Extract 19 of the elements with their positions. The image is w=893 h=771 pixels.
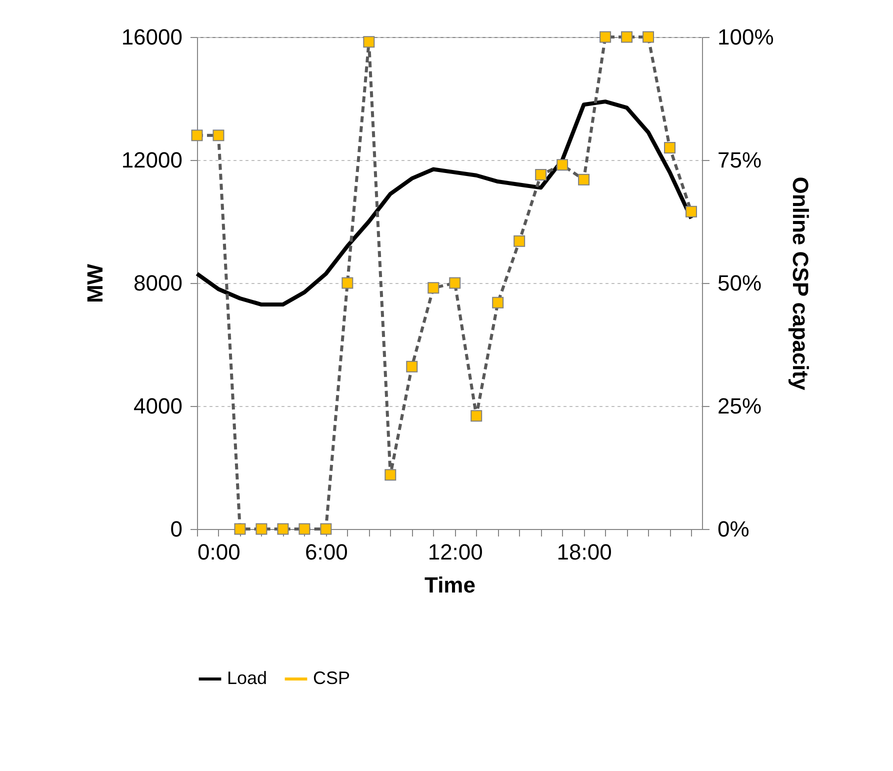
y-tick-label: 8000 xyxy=(134,270,182,296)
y-tick-label: 0 xyxy=(170,516,182,542)
x-tick-label: 0:00 xyxy=(198,540,240,564)
y2-tick-label: 0% xyxy=(718,516,750,542)
x-tick-label: 12:00 xyxy=(428,540,483,564)
y-axis-title: MW xyxy=(82,264,108,304)
y2-axis-title: Online CSP capacity xyxy=(788,176,813,392)
x-axis-title: Time xyxy=(424,572,476,598)
x-tick-label: 6:00 xyxy=(305,540,348,564)
y-tick-label: 4000 xyxy=(134,394,182,418)
legend-label: Load xyxy=(227,668,268,688)
y2-tick-label: 50% xyxy=(718,270,762,296)
y-tick-label: 12000 xyxy=(121,148,182,172)
legend-label: CSP xyxy=(313,668,350,688)
y2-tick-label: 75% xyxy=(718,148,762,172)
y2-tick-label: 25% xyxy=(718,394,762,418)
y-tick-label: 16000 xyxy=(121,24,182,50)
x-tick-label: 18:00 xyxy=(556,540,612,564)
y2-tick-label: 100% xyxy=(718,24,774,50)
